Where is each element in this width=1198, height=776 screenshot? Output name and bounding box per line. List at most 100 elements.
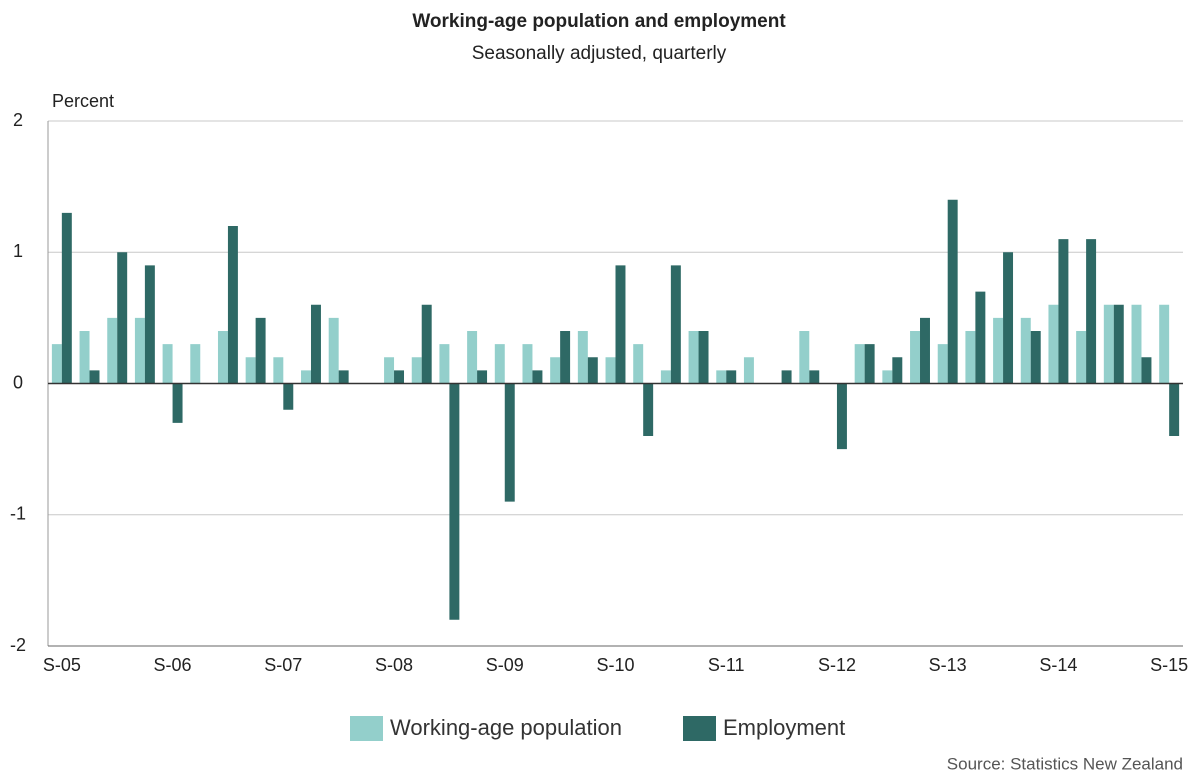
bar: [61, 212, 72, 384]
bar: [920, 317, 930, 384]
bar: [255, 317, 266, 384]
bar: [394, 370, 405, 384]
bar: [301, 370, 311, 384]
bar: [660, 370, 671, 384]
bar: [51, 344, 62, 384]
bar: [550, 357, 561, 384]
bar: [726, 370, 737, 384]
bar: [522, 344, 533, 384]
bar: [882, 370, 893, 384]
y-tick-label: 2: [13, 110, 23, 130]
bar: [532, 370, 543, 384]
bar: [698, 331, 709, 384]
bar: [809, 370, 820, 384]
bar: [587, 357, 598, 384]
bar: [217, 331, 228, 384]
y-tick-label: -2: [10, 635, 26, 655]
bar: [328, 317, 339, 384]
bar: [643, 383, 654, 436]
y-tick-label: 1: [13, 241, 23, 261]
legend-label: Employment: [723, 715, 845, 740]
chart-subtitle: Seasonally adjusted, quarterly: [472, 43, 727, 64]
bar: [79, 331, 90, 384]
bar: [172, 383, 183, 423]
bar: [1003, 252, 1014, 384]
x-tick-label: S-14: [1039, 655, 1077, 675]
bar: [411, 357, 422, 384]
bar: [1086, 239, 1097, 384]
bar: [227, 226, 238, 384]
bar: [716, 370, 727, 384]
bar: [1131, 304, 1142, 384]
bar: [338, 370, 349, 384]
bar: [439, 344, 450, 384]
bar: [947, 199, 958, 384]
bar: [144, 265, 155, 384]
bar: [743, 357, 754, 384]
x-tick-label: S-05: [43, 655, 81, 675]
legend-swatch: [350, 716, 383, 741]
bar: [910, 331, 921, 384]
bar: [1103, 304, 1114, 384]
bar: [864, 344, 875, 384]
bar: [1141, 357, 1152, 384]
legend-label: Working-age population: [390, 715, 622, 740]
bar: [1020, 317, 1031, 384]
bar: [477, 370, 488, 384]
source: Source: Statistics New Zealand: [947, 754, 1183, 773]
bar: [560, 331, 571, 384]
bar: [633, 344, 644, 384]
x-tick-label: S-07: [264, 655, 302, 675]
x-tick-label: S-08: [375, 655, 413, 675]
bar: [937, 344, 948, 384]
bar: [89, 370, 100, 384]
legend-swatch: [683, 716, 716, 741]
y-axis-label: Percent: [52, 91, 114, 111]
bar: [892, 357, 903, 384]
bar: [245, 357, 256, 384]
bar: [190, 344, 201, 384]
bar: [107, 317, 118, 384]
bar: [117, 252, 128, 384]
x-tick-label: S-10: [596, 655, 634, 675]
bar: [965, 331, 976, 384]
bar: [283, 383, 294, 410]
chart-title: Working-age population and employment: [412, 11, 786, 32]
bar: [449, 383, 460, 620]
bar: [975, 291, 986, 384]
bar: [605, 357, 616, 384]
bar: [1169, 383, 1180, 436]
bar: [1058, 239, 1069, 384]
x-tick-label: S-12: [818, 655, 856, 675]
bar: [421, 304, 432, 384]
bar: [1048, 304, 1059, 384]
bar: [781, 370, 792, 384]
bar: [494, 344, 505, 384]
bar: [134, 317, 145, 384]
bar: [688, 331, 699, 384]
bar: [615, 265, 626, 384]
y-tick-label: 0: [13, 372, 23, 392]
bar: [1076, 331, 1087, 384]
bar: [162, 344, 173, 384]
bar: [799, 331, 810, 384]
bar: [1113, 304, 1124, 384]
x-tick-label: S-06: [154, 655, 192, 675]
bar: [1030, 331, 1041, 384]
bar: [384, 357, 395, 384]
bar: [1159, 304, 1170, 384]
bar: [577, 331, 588, 384]
x-tick-label: S-09: [486, 655, 524, 675]
bar: [273, 357, 284, 384]
bar: [836, 383, 847, 450]
bar: [854, 344, 865, 384]
x-tick-label: S-13: [929, 655, 967, 675]
y-tick-label: -1: [10, 504, 26, 524]
bar: [504, 383, 515, 502]
x-tick-label: S-15: [1150, 655, 1188, 675]
x-tick-label: S-11: [708, 655, 745, 675]
bar: [310, 304, 321, 384]
bar: [993, 317, 1004, 384]
bar: [467, 331, 478, 384]
